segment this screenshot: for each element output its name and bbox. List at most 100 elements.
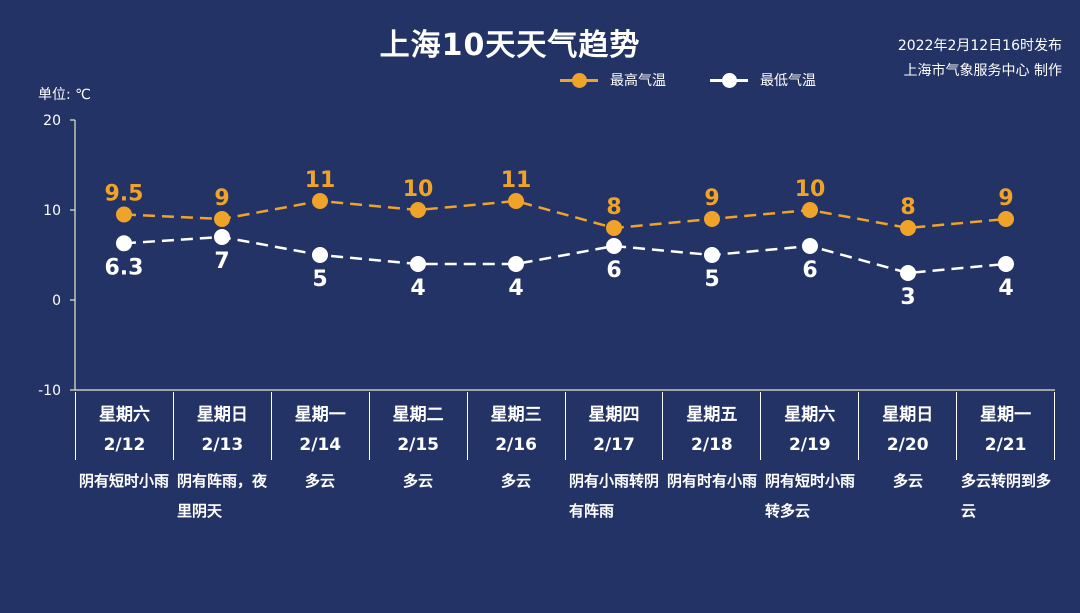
data-point-low — [410, 256, 426, 272]
data-point-high — [704, 211, 720, 227]
data-label-low: 3 — [900, 285, 915, 310]
day-header: 星期二 2/15 — [368, 392, 467, 460]
data-point-high — [116, 206, 132, 223]
y-tick-label: 20 — [43, 113, 61, 129]
data-label-high: 10 — [403, 177, 434, 202]
data-point-low — [214, 229, 230, 245]
legend-label-high: 最高气温 — [610, 73, 666, 89]
data-label-high: 8 — [900, 195, 915, 220]
weather-condition: 多云 — [500, 472, 531, 490]
data-label-low: 6.3 — [105, 255, 144, 280]
condition-row: 阴有短时小雨 阴有阵雨，夜里阴天 多云 多云 多云 阴有小雨转阴有阵雨 阴有时有小雨 阴有短时… — [75, 466, 1055, 526]
chart-title: 上海10天天气趋势 — [379, 28, 641, 63]
issue-info: 2022年2月12日16时发布 上海市气象服务中心 制作 — [802, 34, 1062, 84]
data-label-low: 4 — [410, 276, 425, 301]
data-point-high — [312, 193, 328, 209]
data-point-low — [508, 256, 524, 272]
day-header: 星期日 2/13 — [172, 392, 271, 460]
data-label-high: 11 — [501, 168, 532, 193]
day-header: 星期四 2/17 — [564, 392, 663, 460]
data-label-high: 9 — [214, 186, 229, 211]
data-label-high: 8 — [606, 195, 621, 220]
date-label: 2/15 — [397, 435, 440, 455]
day-header: 星期一 2/14 — [270, 392, 369, 460]
weekday-label: 星期日 — [196, 405, 248, 425]
weather-condition: 阴有短时小雨 — [79, 472, 170, 490]
legend-item-low: 最低气温 — [710, 70, 816, 90]
data-label-low: 7 — [214, 249, 229, 274]
date-label: 2/13 — [201, 435, 244, 455]
unit-label: 单位: ℃ — [38, 87, 91, 103]
y-tick-label: 0 — [52, 293, 61, 309]
data-point-low — [900, 265, 916, 281]
legend-swatch-high — [560, 72, 598, 88]
legend-swatch-low — [710, 72, 748, 88]
weather-condition: 多云 — [402, 472, 433, 490]
weekday-label: 星期六 — [98, 405, 150, 425]
data-point-low — [802, 238, 818, 254]
data-label-high: 9 — [704, 186, 719, 211]
date-label: 2/18 — [691, 435, 733, 455]
data-label-high: 9 — [998, 186, 1013, 211]
date-label: 2/17 — [593, 435, 635, 455]
y-tick-label: -10 — [38, 383, 61, 399]
weekday-label: 星期五 — [686, 405, 738, 425]
day-header: 星期五 2/18 — [662, 392, 760, 460]
y-tick-label: 10 — [43, 203, 61, 219]
day-header: 星期三 2/16 — [466, 392, 565, 460]
data-point-low — [998, 256, 1014, 272]
weather-condition: 多云 — [304, 472, 335, 490]
data-point-high — [410, 202, 426, 218]
date-label: 2/14 — [299, 435, 342, 455]
weather-condition: 阴有小雨转阴有阵雨 — [569, 472, 660, 520]
data-label-low: 4 — [998, 276, 1013, 301]
date-label: 2/21 — [984, 435, 1027, 455]
data-label-low: 4 — [508, 276, 523, 301]
day-header: 星期日 2/20 — [858, 392, 956, 460]
weekday-label: 星期三 — [490, 405, 542, 425]
data-point-high — [214, 211, 230, 227]
data-point-high — [998, 211, 1014, 227]
data-label-high: 9.5 — [105, 182, 144, 207]
weather-condition: 多云 — [892, 472, 923, 490]
data-point-high — [802, 202, 818, 218]
weather-condition: 多云转阴到多云 — [961, 472, 1052, 520]
date-label: 2/16 — [495, 435, 537, 455]
issued-time: 2022年2月12日16时发布 — [897, 38, 1062, 54]
date-label: 2/19 — [788, 435, 831, 455]
data-point-low — [606, 238, 622, 254]
weekday-label: 星期一 — [294, 405, 346, 425]
day-header: 星期六 2/19 — [760, 392, 858, 460]
weekday-label: 星期二 — [392, 405, 444, 425]
series-line-low — [123, 235, 1007, 275]
weather-condition: 阴有阵雨，夜里阴天 — [177, 472, 268, 520]
legend-item-high: 最高气温 — [560, 70, 666, 90]
legend-label-low: 最低气温 — [760, 73, 816, 89]
weekday-label: 星期六 — [784, 405, 836, 425]
data-label-high: 10 — [795, 177, 826, 202]
producer: 上海市气象服务中心 制作 — [903, 63, 1062, 79]
day-header: 星期六 2/12 — [75, 392, 173, 460]
data-point-low — [116, 235, 132, 252]
weekday-label: 星期一 — [980, 405, 1032, 425]
data-label-low: 6 — [606, 258, 621, 283]
data-point-high — [508, 193, 524, 209]
data-point-low — [704, 247, 720, 263]
data-label-high: 11 — [305, 168, 336, 193]
date-label: 2/12 — [103, 435, 146, 455]
series-line-high — [123, 199, 1007, 230]
day-header-row: 星期六 2/12 星期日 2/13 星期一 2/14 星期二 2/15 星期三 2/16 星期四 2/… — [75, 392, 1056, 460]
data-point-high — [900, 220, 916, 236]
data-label-low: 5 — [312, 267, 327, 292]
date-label: 2/20 — [886, 435, 929, 455]
data-point-low — [312, 247, 328, 263]
weekday-label: 星期四 — [588, 405, 640, 425]
data-label-low: 6 — [802, 258, 817, 283]
weather-condition: 阴有短时小雨转多云 — [765, 472, 856, 520]
data-point-high — [606, 220, 622, 236]
data-label-low: 5 — [704, 267, 719, 292]
weekday-label: 星期日 — [882, 405, 934, 425]
weather-condition: 阴有时有小雨 — [667, 472, 758, 490]
day-header: 星期一 2/21 — [956, 392, 1056, 460]
